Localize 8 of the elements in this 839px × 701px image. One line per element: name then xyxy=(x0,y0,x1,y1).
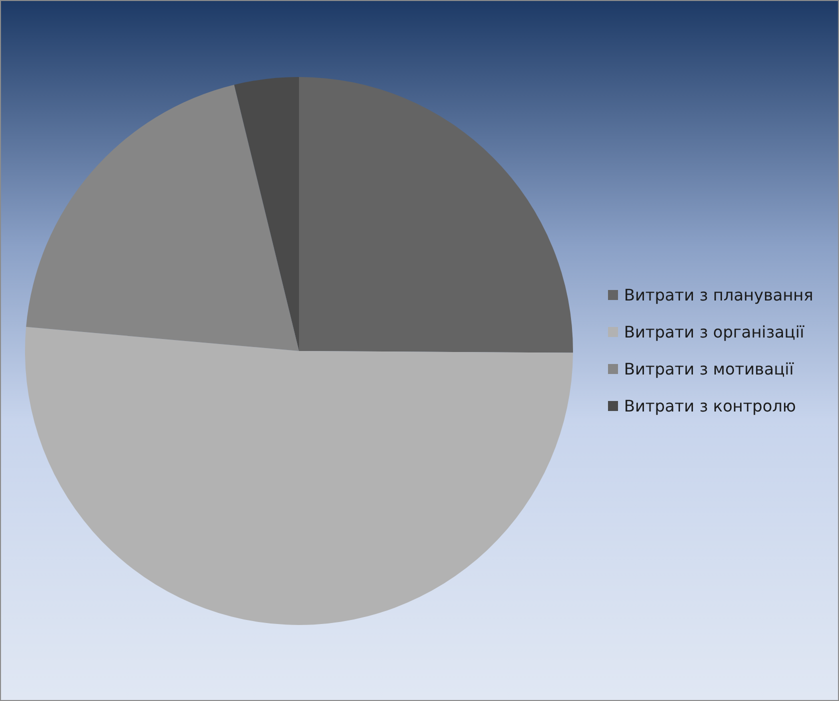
legend-label: Витрати з мотивації xyxy=(624,360,794,379)
pie-slice xyxy=(299,77,573,353)
legend-label: Витрати з організації xyxy=(624,322,805,342)
legend-label: Витрати з контролю xyxy=(624,396,796,416)
pie-slice xyxy=(26,84,299,351)
pie-slice xyxy=(25,326,573,625)
legend-label: Витрати з планування xyxy=(624,286,814,305)
pie-slice xyxy=(234,77,299,351)
